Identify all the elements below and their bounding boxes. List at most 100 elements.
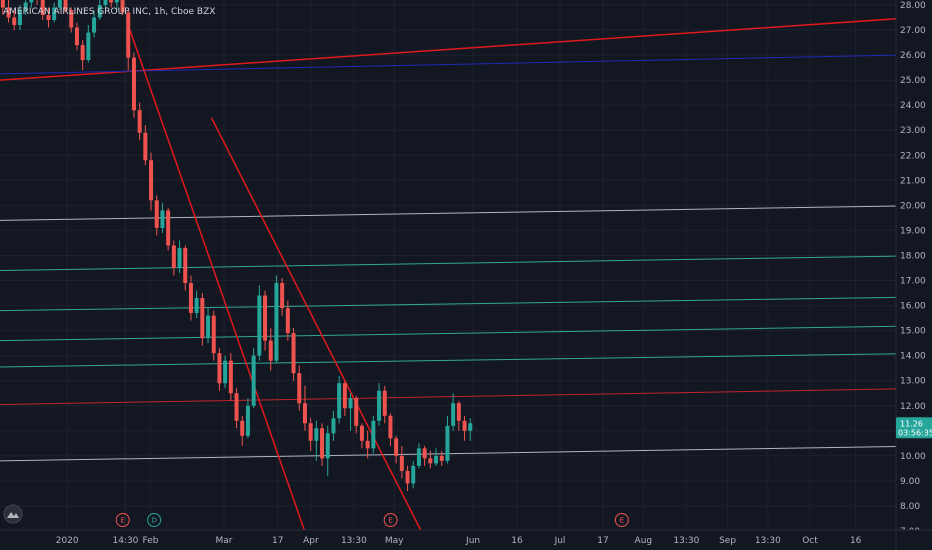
candle-body	[52, 7, 57, 21]
candle-body	[92, 17, 97, 33]
tradingview-logo[interactable]	[3, 504, 23, 524]
y-tick-label: 16.00	[900, 302, 926, 312]
candle-body	[382, 390, 387, 416]
earnings-marker[interactable]: E	[115, 513, 130, 527]
candle-body	[285, 308, 290, 334]
level-line[interactable]	[0, 255, 932, 272]
candle-body	[280, 283, 285, 309]
candle-body	[445, 425, 450, 461]
chart-title: AMERICAN AIRLINES GROUP INC, 1h, Cboe BZ…	[3, 7, 215, 17]
candle-body	[137, 110, 142, 133]
candle-body	[160, 210, 165, 228]
x-tick-label: Mar	[216, 536, 233, 546]
trend-lines[interactable]	[0, 18, 897, 532]
upper-long-trendline-blue[interactable]	[0, 54, 897, 75]
candle-body	[166, 210, 171, 246]
y-tick-label: 17.00	[900, 277, 926, 287]
marker-label: E	[620, 517, 624, 525]
candle-body	[428, 458, 433, 464]
candle-body	[314, 428, 319, 441]
candle-body	[131, 57, 136, 111]
candle-body	[325, 433, 330, 459]
candle-body	[263, 295, 268, 341]
dividend-marker[interactable]: D	[147, 513, 162, 527]
candle-body	[103, 0, 108, 5]
x-tick-label: Apr	[303, 536, 319, 546]
candle-body	[405, 470, 410, 484]
earnings-marker[interactable]: E	[614, 513, 629, 527]
candle-body	[12, 17, 17, 26]
level-line[interactable]	[0, 445, 932, 462]
candle-body	[331, 418, 336, 434]
grid	[0, 0, 896, 532]
y-tick-label: 26.00	[900, 51, 926, 61]
candle-body	[451, 403, 456, 426]
candle-body	[0, 0, 5, 8]
x-tick-label: Oct	[802, 536, 818, 546]
candle-body	[200, 298, 205, 339]
level-line[interactable]	[0, 325, 932, 342]
channel-upper-line[interactable]	[210, 117, 422, 532]
candle-body	[411, 465, 416, 484]
level-line[interactable]	[0, 204, 932, 221]
level-line[interactable]	[0, 296, 932, 312]
marker-circle	[614, 513, 629, 527]
candle-body	[297, 373, 302, 404]
candle-body	[109, 0, 114, 3]
candle-body	[337, 383, 342, 419]
candle-body	[434, 455, 439, 464]
x-tick-label: 13:30	[341, 536, 367, 546]
candle-body	[394, 438, 399, 456]
y-tick-label: 25.00	[900, 76, 926, 86]
y-tick-label: 24.00	[900, 101, 926, 111]
candle-body	[234, 393, 239, 421]
candle-body	[377, 390, 382, 421]
time-axis-bg	[0, 530, 932, 550]
logo-circle	[3, 504, 23, 524]
candle-body	[342, 383, 347, 409]
x-tick-label: May	[385, 536, 404, 546]
y-tick-label: 10.00	[900, 452, 926, 462]
candle-body	[23, 2, 28, 11]
candle-body	[456, 403, 461, 421]
candle-body	[268, 340, 273, 361]
bar-countdown: 03:56:35	[898, 428, 932, 437]
x-tick-label: 16	[511, 536, 523, 546]
y-tick-label: 15.00	[900, 327, 926, 337]
channel-lower-line[interactable]	[129, 29, 306, 532]
marker-circle	[147, 513, 162, 527]
candle-body	[462, 420, 467, 431]
x-tick-label: 2020	[56, 536, 79, 546]
candle-body	[439, 455, 444, 461]
upper-long-trendline[interactable]	[0, 18, 897, 81]
candle-body	[468, 423, 473, 431]
candle-body	[97, 5, 102, 18]
candle-body	[365, 440, 370, 449]
earnings-marker[interactable]: E	[383, 513, 398, 527]
x-tick-label: Sep	[719, 536, 736, 546]
candle-body	[422, 448, 427, 459]
y-tick-label: 27.00	[900, 26, 926, 36]
candle-body	[274, 283, 279, 361]
candle-body	[348, 398, 353, 409]
marker-circle	[115, 513, 130, 527]
level-line[interactable]	[0, 387, 932, 406]
candle-body	[240, 420, 245, 436]
y-tick-label: 22.00	[900, 151, 926, 161]
candle-body	[302, 403, 307, 424]
y-tick-label: 12.00	[900, 402, 926, 412]
x-tick-label: Aug	[635, 536, 653, 546]
candle-body	[354, 398, 359, 426]
candle-body	[416, 448, 421, 466]
logo-icon	[7, 512, 19, 518]
price-axis[interactable]: 7.008.009.0010.0011.0012.0013.0014.0015.…	[896, 0, 932, 550]
candle-body	[359, 425, 364, 441]
candle-body	[183, 247, 188, 284]
level-line[interactable]	[0, 352, 932, 368]
candle-body	[399, 455, 404, 471]
